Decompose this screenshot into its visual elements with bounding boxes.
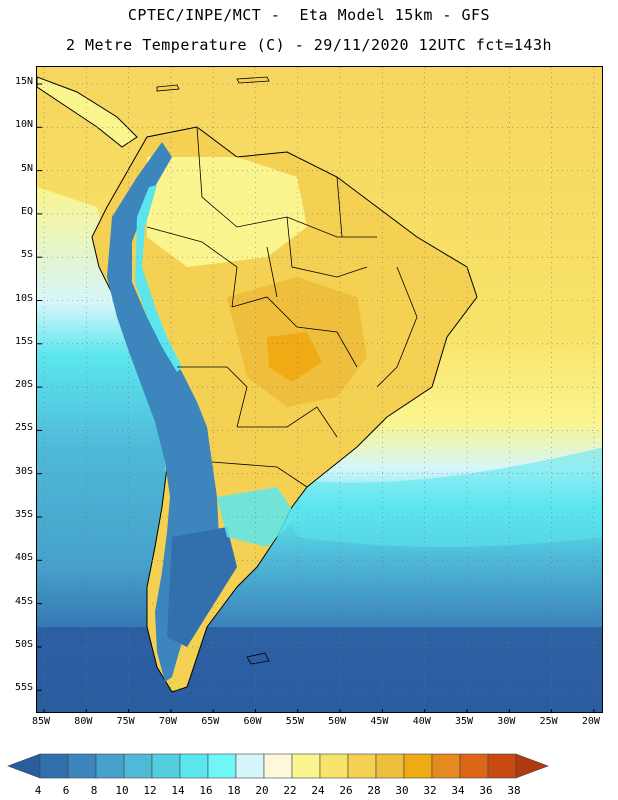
colorbar-segment: [123, 753, 153, 779]
latitude-ticks: [37, 83, 42, 691]
central-america: [37, 76, 138, 148]
longitude-label: 80W: [74, 716, 93, 727]
colorbar-label: 18: [227, 784, 240, 797]
longitude-label: 40W: [412, 716, 431, 727]
colorbar-segment: [347, 753, 377, 779]
latitude-label: 20S: [14, 379, 33, 391]
cool-ocean-band: [277, 447, 602, 547]
central-hot-spot: [267, 332, 322, 382]
colorbar-label: 14: [171, 784, 185, 797]
colorbar-label: 36: [479, 784, 492, 797]
latitude-label: 10N: [14, 119, 33, 131]
colorbar-segment: [487, 753, 517, 779]
colorbar-segment: [67, 753, 97, 779]
colorbar-segment: [207, 753, 237, 779]
colorbar-label: 28: [367, 784, 380, 797]
latitude-label: 15N: [14, 76, 33, 87]
longitude-label: 65W: [201, 716, 220, 727]
longitude-label: 20W: [581, 716, 600, 727]
colorbar-label: 16: [199, 784, 212, 797]
colorbar-segment: [459, 753, 489, 779]
latitude-label: EQ: [20, 205, 33, 217]
colorbar-segment: [403, 753, 433, 779]
latitude-label: 10S: [14, 292, 33, 304]
colorbar-label: 24: [311, 784, 325, 797]
colorbar-segment: [431, 753, 461, 779]
temperature-map: [36, 66, 603, 713]
longitude-label: 70W: [158, 716, 177, 727]
caribbean-islands: [156, 76, 270, 92]
longitude-ticks: [43, 709, 595, 712]
latitude-label: 15S: [14, 335, 33, 347]
latitude-label: 40S: [14, 552, 33, 564]
colorbar-segment: [151, 753, 181, 779]
southern-ocean: [37, 627, 602, 712]
longitude-label: 35W: [455, 716, 474, 727]
colorbar-right-arrow: [515, 753, 549, 779]
colorbar-segment: [39, 753, 69, 779]
colorbar-label: 34: [451, 784, 465, 797]
latitude-label: 45S: [14, 595, 33, 607]
longitude-label: 60W: [243, 716, 262, 727]
longitude-label: 25W: [539, 716, 558, 727]
longitude-label: 55W: [285, 716, 304, 727]
colorbar-label: 22: [283, 784, 296, 797]
colorbar-label: 26: [339, 784, 352, 797]
andes-snow-peaks: [135, 185, 182, 372]
latitude-label: 50S: [14, 638, 33, 650]
colorbar-segment: [263, 753, 293, 779]
color-scale-bar: 4 6 8 10 12 14 16 18 20 22 24 26 28 30 32 34 36 38: [7, 753, 549, 797]
falkland-islands: [246, 652, 270, 665]
longitude-label: 30W: [497, 716, 516, 727]
colorbar-left-arrow: [7, 753, 41, 779]
latitude-label: 5S: [20, 249, 33, 261]
amazon-warm: [147, 157, 307, 267]
latitude-label: 30S: [14, 465, 33, 477]
colorbar-label: 10: [115, 784, 128, 797]
colorbar-segment: [319, 753, 349, 779]
latitude-label: 5N: [20, 162, 33, 174]
colorbar-label: 32: [423, 784, 436, 797]
colorbar-segment: [95, 753, 125, 779]
colorbar-segment: [235, 753, 265, 779]
longitude-label: 50W: [328, 716, 347, 727]
colorbar-segment: [375, 753, 405, 779]
country-borders: [146, 126, 418, 488]
colorbar-label: 20: [255, 784, 268, 797]
colorbar-label: 4: [35, 784, 42, 797]
latitude-label: 35S: [14, 509, 33, 520]
chart-title-line-2: 2 Metre Temperature (C) - 29/11/2020 12U…: [65, 36, 553, 54]
latitude-label: 25S: [14, 422, 33, 434]
patagonia-cold: [167, 527, 237, 647]
latitude-label: 55S: [14, 682, 33, 694]
colorbar-label: 30: [395, 784, 408, 797]
colorbar-label: 8: [91, 784, 98, 797]
longitude-label: 85W: [32, 716, 51, 727]
colorbar-label: 6: [63, 784, 70, 797]
colorbar-segment: [179, 753, 209, 779]
longitude-label: 75W: [116, 716, 135, 727]
chart-title-line-1: CPTEC/INPE/MCT - Eta Model 15km - GFS: [127, 6, 491, 24]
longitude-label: 45W: [370, 716, 389, 727]
pacific-ocean: [37, 187, 167, 712]
colorbar-label: 38: [507, 784, 520, 797]
colorbar-segment: [291, 753, 321, 779]
colorbar-label: 12: [143, 784, 156, 797]
